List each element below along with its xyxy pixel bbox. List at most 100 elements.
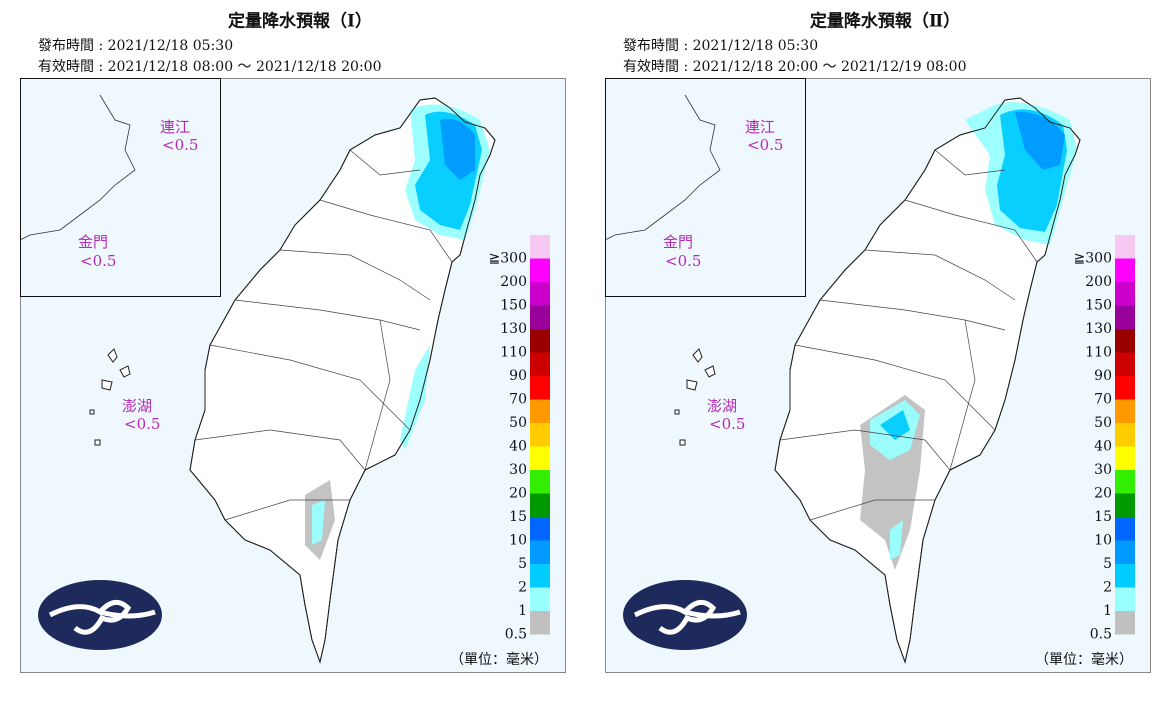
legend-label: 40 — [509, 439, 527, 455]
penghu-label: 澎湖 — [122, 397, 152, 415]
rain-area — [440, 119, 475, 180]
panel-title: 定量降水預報（Ⅱ） — [810, 11, 960, 32]
legend-label: 20 — [509, 486, 527, 502]
legend-label: 30 — [509, 462, 527, 478]
county-border — [949, 319, 976, 471]
cwb-logo — [623, 580, 747, 650]
kinmen-value: <0.5 — [665, 252, 701, 270]
legend-swatch — [530, 258, 550, 282]
legend-swatch — [1115, 564, 1135, 588]
county-border — [224, 499, 350, 521]
legend-label: 15 — [1094, 509, 1112, 525]
legend-label: 130 — [1085, 321, 1112, 337]
legend-label: ≧300 — [489, 251, 527, 267]
legend-label: 2 — [518, 580, 527, 596]
legend-label: 30 — [1094, 462, 1112, 478]
legend-swatch — [530, 517, 550, 541]
legend-label: 200 — [1085, 274, 1112, 290]
rain-area — [1015, 111, 1065, 170]
valid-time: 有效時間 : 2021/12/18 20:00 ～ 2021/12/19 08:… — [623, 59, 967, 75]
legend-label: 150 — [500, 298, 527, 314]
legend-swatch — [1115, 423, 1135, 447]
legend-label: 10 — [509, 533, 527, 549]
legend-swatch — [530, 282, 550, 306]
county-border — [234, 299, 421, 331]
legend-swatch — [530, 493, 550, 517]
legend-swatch — [1115, 376, 1135, 400]
legend-swatch — [530, 399, 550, 423]
legend-swatch — [1115, 282, 1135, 306]
legend-swatch — [1115, 517, 1135, 541]
legend-swatch — [530, 305, 550, 329]
county-border — [864, 249, 1016, 301]
kinmen-label: 金門 — [78, 233, 108, 251]
legend-label: 50 — [509, 415, 527, 431]
kinmen-label: 金門 — [663, 233, 693, 251]
taiwan-outline — [189, 97, 496, 664]
legend-swatch — [1115, 493, 1135, 517]
penghu-label: 澎湖 — [707, 397, 737, 415]
legend-label: 70 — [509, 392, 527, 408]
legend-label: 200 — [500, 274, 527, 290]
legend-label: 90 — [1094, 368, 1112, 384]
coastline — [604, 94, 721, 241]
legend-label: 15 — [509, 509, 527, 525]
legend-swatch — [1115, 470, 1135, 494]
legend-swatch — [1115, 352, 1135, 376]
county-border — [209, 344, 411, 431]
legend-swatch — [1115, 329, 1135, 353]
cwb-logo-swirl — [48, 599, 156, 635]
inset-frame — [605, 78, 806, 297]
county-border — [279, 249, 431, 301]
legend-swatch — [530, 329, 550, 353]
legend-label: 1 — [1103, 603, 1112, 619]
legend-label: 10 — [1094, 533, 1112, 549]
county-border — [809, 499, 935, 521]
legend-label: 5 — [1103, 556, 1112, 572]
map-panel: 定量降水預報（Ⅱ） 發布時間 : 2021/12/18 05:30 有效時間 : 2… — [604, 11, 1151, 673]
matsu-label: 連江 — [160, 118, 190, 136]
legend-label: 90 — [509, 368, 527, 384]
unit-label: （單位：毫米） — [1035, 651, 1133, 668]
legend-label: 1 — [518, 603, 527, 619]
rain-area — [400, 345, 430, 450]
kinmen-value: <0.5 — [80, 252, 116, 270]
county-border — [904, 199, 1038, 263]
county-border — [779, 429, 951, 471]
legend-label: 130 — [500, 321, 527, 337]
rain-area — [312, 500, 325, 545]
legend-swatch — [530, 611, 550, 635]
legend-swatch — [1115, 611, 1135, 635]
county-border — [934, 149, 1006, 176]
legend-label: 70 — [1094, 392, 1112, 408]
county-border — [794, 344, 996, 431]
panel-title: 定量降水預報（Ⅰ） — [228, 11, 372, 32]
taiwan-outline — [774, 97, 1081, 664]
legend-swatch — [530, 423, 550, 447]
legend-label: 110 — [500, 345, 527, 361]
map-panel: 定量降水預報（Ⅰ） 發布時間 : 2021/12/18 05:30 有效時間 : 2… — [19, 11, 566, 673]
rain-area — [890, 520, 903, 560]
legend-swatch — [1115, 540, 1135, 564]
legend-swatch — [530, 587, 550, 611]
legend-swatch — [1115, 258, 1135, 282]
rain-area — [880, 410, 910, 440]
legend-label: 40 — [1094, 439, 1112, 455]
cwb-logo-swirl — [633, 599, 741, 635]
legend-swatch — [1115, 399, 1135, 423]
inset-frame — [20, 78, 221, 297]
legend-swatch — [1115, 235, 1135, 259]
legend-label: 0.5 — [505, 627, 527, 643]
legend-label: 20 — [1094, 486, 1112, 502]
penghu-value: <0.5 — [709, 415, 745, 433]
legend-swatch — [530, 376, 550, 400]
unit-label: （單位：毫米） — [450, 651, 548, 668]
matsu-value: <0.5 — [747, 136, 783, 154]
penghu-islands — [674, 348, 716, 446]
legend-swatch — [1115, 587, 1135, 611]
valid-time: 有效時間 : 2021/12/18 08:00 ～ 2021/12/18 20:… — [38, 59, 382, 75]
county-border — [819, 299, 1006, 331]
matsu-value: <0.5 — [162, 136, 198, 154]
issue-time: 發布時間 : 2021/12/18 05:30 — [623, 38, 818, 54]
